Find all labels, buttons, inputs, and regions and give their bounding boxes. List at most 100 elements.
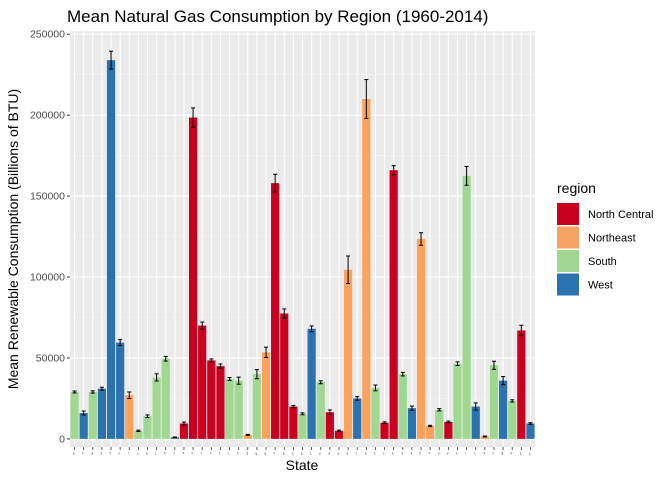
legend-key-south	[557, 250, 579, 272]
x-tick-label: GA	[164, 451, 167, 455]
bar-FL	[152, 377, 161, 439]
bar-NV	[371, 387, 380, 439]
bar-PA	[416, 239, 426, 439]
bar-AZ	[97, 388, 107, 439]
x-tick-label: MI	[274, 452, 276, 455]
error-bars	[72, 50, 533, 439]
bar-VA	[480, 436, 489, 439]
bar-KY	[225, 379, 234, 439]
bar-IL	[198, 325, 207, 439]
bar-KS	[216, 366, 225, 439]
bar-RI	[426, 425, 435, 439]
x-tick-label: WV	[520, 451, 522, 455]
x-tick-label: SC	[438, 451, 440, 454]
x-tick-label: AZ	[100, 451, 103, 454]
legend-label: Northeast	[588, 233, 636, 245]
x-tick-label: KS	[219, 451, 221, 454]
x-tick-label: MT	[311, 451, 313, 455]
x-tick-label: OR	[411, 451, 413, 455]
bar-AK	[70, 391, 79, 439]
bar-MI	[271, 183, 280, 439]
bar-TN	[453, 363, 462, 439]
bar-TX	[462, 175, 471, 439]
x-tick-label: UT	[475, 451, 477, 454]
x-tick-label: AL	[82, 451, 85, 454]
bar-WA	[498, 380, 508, 439]
chart-title: Mean Natural Gas Consumption by Region (…	[67, 7, 488, 26]
x-tick-label: ME	[265, 451, 267, 455]
x-tick-label: TX	[466, 451, 468, 454]
legend-label: South	[588, 256, 617, 268]
bar-CT	[125, 395, 134, 439]
bar-MT	[307, 328, 316, 439]
x-tick-label: NM	[365, 452, 367, 455]
x-tick-label: WY	[529, 451, 531, 455]
x-tick-label: HI	[174, 452, 176, 454]
x-tick-label: MA	[246, 451, 249, 455]
bar-OR	[407, 408, 417, 439]
x-tick-label: MS	[302, 451, 304, 455]
x-tick-label: DE	[147, 451, 149, 454]
x-tick-label: MD	[256, 451, 258, 455]
x-tick-label: NJ	[356, 452, 358, 454]
x-tick-label: DC	[137, 451, 139, 454]
legend-label: North Central	[588, 209, 653, 221]
bar-DE	[143, 416, 152, 439]
bar-NJ	[353, 398, 362, 439]
x-tick-label: CA	[109, 451, 112, 454]
x-tick-label: MN	[283, 451, 285, 455]
x-tick-label: SD	[447, 451, 449, 454]
bar-ME	[261, 352, 271, 439]
bar-CA	[106, 60, 116, 439]
x-tick-label: IA	[182, 451, 185, 454]
bar-WI	[508, 400, 517, 439]
x-tick-label: NY	[384, 451, 386, 454]
x-tick-label: LA	[237, 451, 240, 454]
x-tick-label: AK	[73, 451, 76, 454]
bars	[70, 60, 535, 439]
x-tick-label: OH	[393, 451, 395, 455]
bar-VT	[489, 365, 499, 439]
bar-AL	[79, 413, 88, 439]
bar-MN	[280, 313, 289, 439]
bar-NY	[380, 422, 389, 439]
bar-CO	[116, 342, 125, 439]
x-axis: AK AL AR AZ CA CO CT DC DE FL GA HI IA ID IL IN KS KY LA MA…	[73, 447, 531, 455]
x-tick-label: NH	[347, 451, 349, 454]
x-axis-title: State	[286, 457, 319, 473]
x-tick-label: NV	[374, 451, 376, 454]
bar-ND	[325, 412, 334, 439]
x-tick-label: IL	[201, 451, 203, 454]
y-tick-label: 250000	[30, 29, 65, 41]
bar-UT	[471, 406, 480, 439]
x-tick-label: VA	[483, 451, 486, 454]
bar-LA	[234, 380, 243, 439]
bar-ID	[188, 117, 198, 439]
bar-GA	[161, 358, 170, 439]
bar-NC	[316, 382, 325, 439]
y-tick-label: 100000	[30, 272, 65, 284]
bar-SC	[435, 409, 444, 439]
bar-OK	[398, 374, 407, 439]
bar-NH	[343, 269, 353, 439]
bar-NM	[362, 98, 371, 439]
x-tick-label: ID	[192, 451, 194, 454]
legend-label: West	[588, 280, 613, 292]
legend-key-north-central	[557, 203, 579, 225]
y-axis: 0 50000 100000 150000 200000 250000	[30, 29, 70, 445]
x-tick-label: IN	[210, 451, 212, 454]
x-tick-label: VT	[493, 451, 495, 454]
bar-IN	[207, 360, 216, 439]
x-tick-label: RI	[429, 452, 431, 454]
y-tick-label: 150000	[30, 191, 65, 203]
x-tick-label: ND	[329, 451, 331, 454]
x-tick-label: WI	[511, 452, 513, 455]
x-tick-label: CT	[128, 451, 130, 454]
x-tick-label: KY	[229, 451, 231, 454]
y-tick-label: 0	[59, 433, 65, 445]
legend: region North Central Northeast South West	[557, 180, 653, 296]
x-tick-label: OK	[402, 451, 404, 455]
bar-DC	[134, 430, 143, 439]
bar-IA	[179, 423, 189, 439]
